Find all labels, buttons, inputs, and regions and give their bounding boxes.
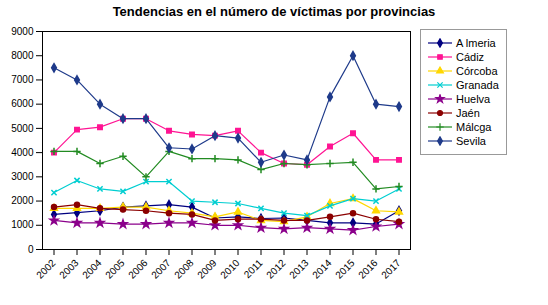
svg-text:2012: 2012 <box>264 257 288 281</box>
html-text:Jaén: Jaén <box>456 107 480 119</box>
html-text:Huelva: Huelva <box>456 93 491 105</box>
svg-text:2006: 2006 <box>126 257 150 281</box>
svg-text:2008: 2008 <box>172 257 196 281</box>
svg-text:2010: 2010 <box>218 257 242 281</box>
svg-text:2007: 2007 <box>149 257 173 281</box>
svg-text:3000: 3000 <box>11 171 34 182</box>
html-text:Tendencias en el número de víc: Tendencias en el número de víctimas por … <box>112 4 436 19</box>
svg-text:2002: 2002 <box>34 257 58 281</box>
svg-text:6000: 6000 <box>11 98 34 109</box>
svg-text:2017: 2017 <box>379 257 403 281</box>
html-text:A lmeria: A lmeria <box>456 37 496 49</box>
svg-text:4000: 4000 <box>11 147 34 158</box>
svg-text:2011: 2011 <box>242 257 265 280</box>
html-text:Granada: Granada <box>456 79 499 91</box>
html-text:Córcoba: Córcoba <box>456 65 498 77</box>
svg-text:2016: 2016 <box>356 257 380 281</box>
svg-text:2000: 2000 <box>11 195 34 206</box>
svg-text:2004: 2004 <box>80 257 104 281</box>
html-text:Sevila: Sevila <box>456 135 486 147</box>
svg-text:2003: 2003 <box>57 257 81 281</box>
svg-text:5000: 5000 <box>11 123 34 134</box>
html-text:Cádiz: Cádiz <box>456 51 485 63</box>
svg-text:9000: 9000 <box>11 26 34 37</box>
svg-text:2005: 2005 <box>103 257 127 281</box>
svg-text:2013: 2013 <box>287 257 311 281</box>
svg-text:0: 0 <box>28 244 34 255</box>
svg-text:8000: 8000 <box>11 50 34 61</box>
svg-text:7000: 7000 <box>11 74 34 85</box>
svg-text:2014: 2014 <box>310 257 334 281</box>
svg-text:2015: 2015 <box>333 257 357 281</box>
svg-text:1000: 1000 <box>11 219 34 230</box>
html-text:Málcga: Málcga <box>456 121 492 133</box>
svg-text:2009: 2009 <box>195 257 219 281</box>
